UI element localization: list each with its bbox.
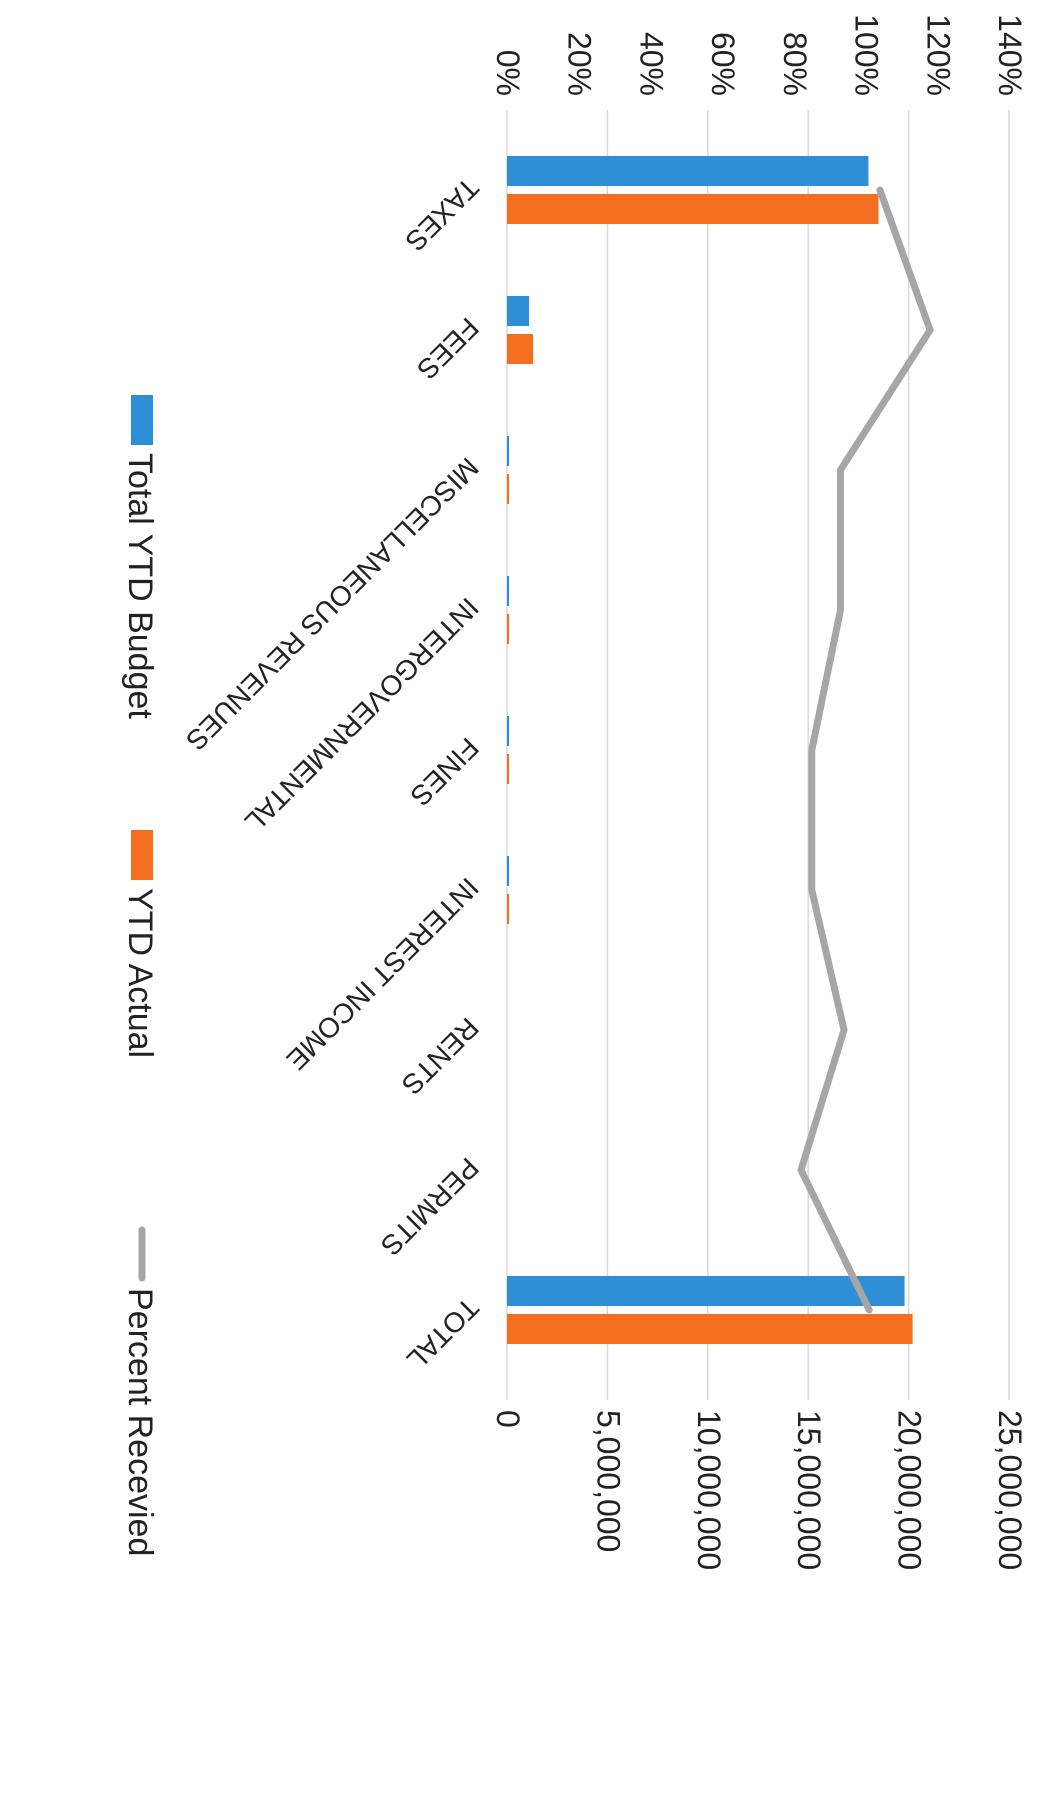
bar-ytd-actual-8 (507, 1314, 913, 1344)
right-axis-tick-3: 60% (705, 32, 741, 96)
legend-label-1: YTD Actual (121, 888, 159, 1058)
rotated-chart-area: TAXES FEES MISCELLANEOUS REVENUESINTERGOVE… (121, 110, 1010, 1556)
category-label-2: MISCELLANEOUS REVENUES (180, 452, 485, 757)
left-axis-tick-0: 0 (490, 1410, 526, 1428)
bar-total-ytd-budget-8 (506, 1276, 905, 1306)
legend-swatch-1 (131, 830, 153, 880)
category-label-1: FEES (411, 312, 485, 386)
right-axis-ticks: 0% 20% 40% 60% 80% 100% 120% 140% (490, 14, 1028, 96)
bar-ytd-actual-2 (506, 474, 510, 504)
legend-label-2: Percent Recevied (121, 1288, 159, 1556)
line-percent-received (797, 186, 934, 1314)
category-label-4: FINES (404, 732, 484, 812)
left-axis-ticks: 0 5,000,000 10,000,000 15,000,000 20,000,000… (490, 1410, 1028, 1570)
legend: Total YTD Budget YTD Actual Percent Recevi… (121, 395, 159, 1556)
bar-ytd-actual-3 (506, 614, 510, 644)
bar-ytd-actual-4 (507, 754, 509, 784)
bar-ytd-actual-5 (507, 894, 509, 924)
left-axis-tick-4: 20,000,000 (892, 1410, 928, 1570)
category-labels: TAXES FEES MISCELLANEOUS REVENUESINTERGOVE… (180, 172, 485, 1376)
category-label-8: TOTAL (401, 1292, 485, 1376)
bar-ytd-actual-1 (507, 334, 534, 364)
gridlines (506, 110, 1010, 1400)
bar-total-ytd-budget-3 (507, 576, 509, 606)
right-axis-tick-0: 0% (490, 50, 526, 96)
right-axis-tick-2: 40% (633, 32, 669, 96)
bar-total-ytd-budget-0 (507, 156, 869, 186)
bar-total-ytd-budget-4 (507, 716, 509, 746)
percent-line (797, 186, 934, 1314)
left-axis-tick-3: 15,000,000 (791, 1410, 827, 1570)
right-axis-tick-7: 140% (992, 14, 1028, 96)
bar-total-ytd-budget-5 (507, 856, 509, 886)
right-axis-tick-1: 20% (562, 32, 598, 96)
legend-label-0: Total YTD Budget (121, 453, 159, 719)
right-axis-tick-5: 100% (849, 14, 885, 96)
right-axis-tick-6: 120% (920, 14, 956, 96)
category-label-0: TAXES (399, 172, 484, 257)
category-label-6: RENTS (396, 1012, 485, 1101)
category-label-3: INTERGOVERNMENTAL (239, 592, 485, 838)
left-axis-tick-2: 10,000,000 (691, 1410, 727, 1570)
bar-ytd-actual-0 (506, 194, 879, 224)
right-axis-tick-4: 80% (777, 32, 813, 96)
category-label-7: PERMITS (375, 1152, 485, 1262)
bar-total-ytd-budget-2 (507, 436, 509, 466)
legend-swatch-0 (131, 395, 153, 445)
left-axis-tick-5: 25,000,000 (992, 1410, 1028, 1570)
left-axis-tick-1: 5,000,000 (590, 1410, 626, 1552)
bar-total-ytd-budget-1 (507, 296, 530, 326)
bar-series (506, 156, 913, 1344)
